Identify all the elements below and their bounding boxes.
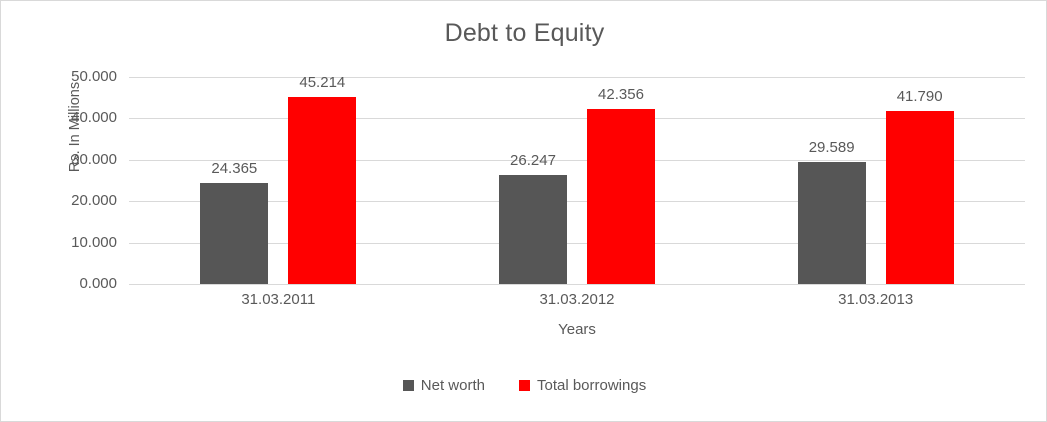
gridline — [129, 118, 1025, 120]
gridline — [129, 201, 1025, 203]
y-axis-tick-label: 0.000 — [79, 275, 117, 292]
x-axis-tick-label: 31.03.2013 — [838, 291, 914, 308]
y-axis-tick-label: 50.000 — [71, 68, 117, 85]
gridline — [129, 159, 1025, 161]
legend-item-net-worth[interactable]: Net worth — [402, 377, 485, 394]
x-axis-line — [129, 284, 1025, 285]
legend-swatch-icon — [402, 380, 414, 391]
legend-label: Total borrowings — [536, 377, 647, 394]
data-label: 41.790 — [896, 87, 943, 105]
chart-legend: Net worth Total borrowings — [1, 377, 1046, 394]
data-label: 29.589 — [808, 138, 855, 156]
y-axis-tick-labels: 0.000 10.000 20.000 30.000 40.000 50.000 — [37, 69, 123, 291]
plot-area: 24.365 45.214 26.247 42.356 29.589 41.790 — [129, 73, 1025, 285]
y-axis-tick-label: 40.000 — [71, 109, 117, 127]
data-label: 45.214 — [299, 73, 346, 91]
gridline — [129, 242, 1025, 244]
y-axis-tick-label: 30.000 — [71, 150, 117, 168]
y-axis-tick-label: 20.000 — [71, 192, 117, 210]
legend-item-total-borrowings[interactable]: Total borrowings — [518, 377, 647, 394]
x-axis-tick-label: 31.03.2011 — [241, 291, 316, 308]
bar-net-worth-31.03.2011[interactable] — [200, 183, 269, 284]
gridline — [129, 77, 1025, 78]
data-label: 42.356 — [598, 85, 644, 103]
bar-total-borrowings-31.03.2011[interactable] — [288, 96, 357, 284]
bar-net-worth-31.03.2013[interactable] — [797, 161, 866, 284]
chart-title: Debt to Equity — [444, 19, 605, 47]
bar-total-borrowings-31.03.2013[interactable] — [885, 111, 954, 284]
bar-total-borrowings-31.03.2012[interactable] — [587, 108, 655, 284]
legend-label: Net worth — [420, 377, 485, 394]
data-label: 24.365 — [211, 160, 258, 178]
y-axis-tick-label: 10.000 — [71, 233, 117, 251]
x-axis-tick-label: 31.03.2012 — [539, 291, 615, 308]
x-axis-title: Years — [558, 321, 596, 338]
data-label: 26.247 — [510, 152, 556, 170]
bar-net-worth-31.03.2012[interactable] — [499, 175, 567, 284]
legend-swatch-icon — [518, 380, 530, 391]
